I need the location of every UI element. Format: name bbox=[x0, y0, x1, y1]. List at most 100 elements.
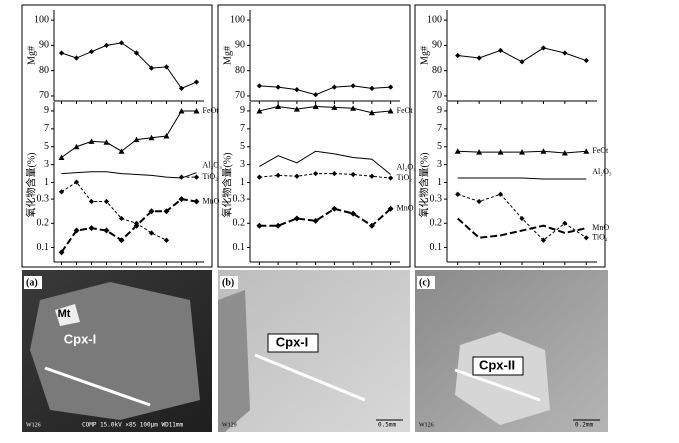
scale-label: 0.5mm bbox=[378, 422, 396, 429]
y-tick-label: 90 bbox=[235, 40, 245, 51]
series-line bbox=[61, 171, 197, 179]
marker bbox=[476, 149, 483, 155]
marker bbox=[163, 64, 170, 70]
marker bbox=[519, 215, 525, 222]
series-label: MnO bbox=[397, 204, 414, 213]
profile-line bbox=[254, 353, 366, 402]
series-label: MnO bbox=[203, 196, 220, 205]
marker bbox=[275, 222, 282, 229]
marker bbox=[583, 57, 589, 64]
marker bbox=[476, 55, 482, 61]
grain bbox=[55, 304, 80, 326]
marker bbox=[118, 215, 125, 222]
y-tick-label: 5 bbox=[437, 141, 442, 152]
y-tick-label: 0.1 bbox=[430, 242, 443, 253]
marker bbox=[583, 235, 589, 241]
marker bbox=[350, 83, 356, 89]
y-tick-label: 7 bbox=[437, 123, 442, 134]
marker bbox=[519, 149, 525, 155]
y-tick-label: 70 bbox=[39, 90, 49, 101]
marker bbox=[256, 222, 263, 229]
y-tick-label: 0.2 bbox=[37, 218, 50, 229]
y-tick-label: 90 bbox=[39, 40, 49, 51]
marker bbox=[540, 237, 547, 243]
y-tick-label: 0.1 bbox=[233, 242, 246, 253]
marker bbox=[312, 103, 319, 109]
micrographs bbox=[22, 270, 608, 432]
marker bbox=[193, 79, 200, 85]
marker bbox=[163, 133, 170, 139]
marker bbox=[294, 87, 300, 93]
y-axis-label: 氧化物含量(%) bbox=[417, 153, 430, 218]
marker bbox=[275, 103, 282, 109]
marker bbox=[562, 50, 568, 56]
panel-frame bbox=[217, 4, 411, 268]
y-tick-label: 0.3 bbox=[233, 193, 246, 204]
marker bbox=[497, 191, 504, 197]
marker bbox=[583, 148, 590, 154]
marker bbox=[519, 59, 525, 65]
marker bbox=[178, 174, 185, 180]
mineral-label: Cpx-I bbox=[64, 331, 97, 346]
mineral-label: Cpx-I bbox=[276, 334, 309, 349]
marker bbox=[293, 106, 300, 112]
marker bbox=[193, 174, 200, 180]
series-label: Al₂O₃ bbox=[203, 161, 223, 170]
marker bbox=[368, 222, 375, 229]
y-tick-label: 80 bbox=[432, 65, 442, 76]
y-tick-label: 9 bbox=[437, 105, 442, 116]
y-tick-label: 1 bbox=[437, 177, 442, 188]
marker bbox=[497, 47, 504, 54]
marker bbox=[178, 107, 185, 114]
series-line bbox=[259, 105, 391, 114]
y-tick-label: 5 bbox=[44, 141, 49, 152]
marker bbox=[540, 45, 547, 51]
mineral-box bbox=[267, 333, 319, 353]
marker bbox=[454, 148, 461, 154]
marker bbox=[193, 198, 200, 205]
series-line bbox=[259, 173, 391, 179]
marker bbox=[58, 189, 65, 195]
panel-label-box bbox=[24, 276, 42, 289]
marker bbox=[387, 107, 394, 114]
panel-label: (a) bbox=[26, 277, 38, 288]
marker bbox=[58, 50, 65, 56]
y-tick-label: 1 bbox=[44, 177, 49, 188]
marker bbox=[193, 107, 200, 114]
marker bbox=[73, 55, 80, 61]
marker bbox=[476, 198, 482, 205]
marker bbox=[178, 196, 185, 203]
panel-label: (b) bbox=[222, 277, 234, 288]
marker bbox=[331, 84, 337, 90]
y-tick-label: 3 bbox=[437, 159, 442, 170]
marker bbox=[256, 107, 263, 114]
y-tick-label: 7 bbox=[240, 123, 245, 134]
series-label: TiO₂ bbox=[592, 233, 608, 242]
y-tick-label: 70 bbox=[235, 90, 245, 101]
profile-line bbox=[44, 366, 151, 407]
y-tick-label: 100 bbox=[427, 14, 442, 25]
y-tick-label: 3 bbox=[44, 159, 49, 170]
series-line bbox=[259, 150, 391, 175]
marker bbox=[331, 104, 338, 110]
inset-label: Mt bbox=[58, 308, 71, 320]
marker bbox=[388, 175, 394, 181]
panel-label: (c) bbox=[419, 277, 430, 288]
marker bbox=[387, 205, 394, 212]
y-tick-label: 100 bbox=[230, 14, 245, 25]
y-tick-label: 1 bbox=[240, 177, 245, 188]
series-label: FeOt bbox=[397, 106, 414, 115]
y-axis-label: 氧化物含量(%) bbox=[220, 153, 233, 218]
marker bbox=[88, 198, 95, 205]
marker bbox=[58, 249, 65, 256]
y-tick-label: 0.1 bbox=[37, 242, 50, 253]
panel-label-box bbox=[417, 276, 435, 289]
marker bbox=[561, 150, 568, 156]
marker bbox=[133, 136, 140, 143]
marker bbox=[103, 198, 110, 205]
sample-label: W129 bbox=[222, 422, 237, 428]
marker bbox=[118, 237, 125, 244]
marker bbox=[88, 225, 95, 232]
grain bbox=[30, 282, 200, 420]
